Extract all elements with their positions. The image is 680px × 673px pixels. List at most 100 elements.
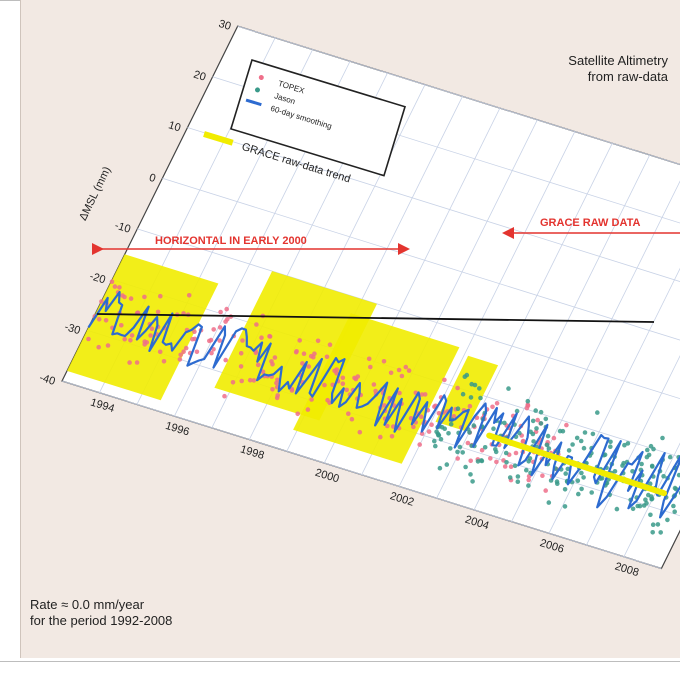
data-point-jason xyxy=(560,428,566,434)
title-note-line1: Satellite Altimetry xyxy=(568,53,668,68)
data-point-topex xyxy=(211,327,216,332)
y-tick-label: -40 xyxy=(38,372,57,388)
data-point-jason xyxy=(650,522,656,527)
data-point-topex xyxy=(381,359,387,364)
data-point-topex xyxy=(442,377,447,383)
data-point-topex xyxy=(324,354,330,360)
data-point-topex xyxy=(502,464,508,469)
data-point-topex xyxy=(322,382,327,388)
bottom-rule xyxy=(0,661,680,662)
data-point-topex xyxy=(564,422,569,428)
y-tick-label: -10 xyxy=(113,220,132,236)
data-point-jason xyxy=(661,474,666,479)
data-point-topex xyxy=(388,370,394,376)
data-point-topex xyxy=(406,368,412,373)
data-point-topex xyxy=(535,417,540,423)
data-point-topex xyxy=(305,407,311,412)
data-point-topex xyxy=(526,477,531,483)
plot-area: 30 20 10 0 -10 -20 -30 -40 1994 1996 1998 2000 2002 2… xyxy=(38,18,680,579)
x-tick-label: 2000 xyxy=(314,467,341,486)
data-point-jason xyxy=(658,530,663,535)
data-point-jason xyxy=(667,454,673,460)
data-point-topex xyxy=(551,435,557,441)
data-point-topex xyxy=(255,362,261,368)
grid-line-x xyxy=(548,267,680,534)
data-point-topex xyxy=(508,464,514,470)
data-point-jason xyxy=(562,504,568,509)
data-point-jason xyxy=(515,479,521,485)
data-point-topex xyxy=(259,335,264,341)
data-point-jason xyxy=(595,410,600,415)
y-tick-label: 30 xyxy=(217,18,232,33)
data-point-jason xyxy=(665,517,670,523)
data-point-topex xyxy=(177,357,183,362)
data-point-topex xyxy=(417,442,423,447)
data-point-topex xyxy=(327,400,332,406)
data-point-jason xyxy=(570,442,575,447)
data-point-jason xyxy=(530,418,536,424)
data-point-jason xyxy=(470,479,475,484)
data-point-topex xyxy=(465,440,471,446)
overlay: HORIZONTAL IN EARLY 2000 GRACE RAW DATA xyxy=(92,217,680,255)
data-point-topex xyxy=(397,390,402,396)
data-point-jason xyxy=(574,435,580,441)
x-tick-label: 2004 xyxy=(464,514,491,533)
data-point-jason xyxy=(491,426,496,432)
data-point-topex xyxy=(346,411,351,417)
data-point-topex xyxy=(422,392,428,397)
data-point-topex xyxy=(399,373,405,379)
grid-line-y xyxy=(162,177,680,341)
data-point-jason xyxy=(672,509,677,514)
data-point-topex xyxy=(149,326,155,332)
data-point-jason xyxy=(531,439,536,444)
data-point-jason xyxy=(671,503,676,509)
data-point-jason xyxy=(649,463,655,469)
data-point-jason xyxy=(543,416,549,422)
data-point-topex xyxy=(157,349,163,355)
data-point-topex xyxy=(225,317,230,322)
grid-line-y xyxy=(237,25,680,165)
data-point-jason xyxy=(562,487,568,492)
data-point-jason xyxy=(555,481,560,487)
data-point-jason xyxy=(533,408,538,413)
data-point-topex xyxy=(520,438,526,444)
grid-line-x xyxy=(398,131,576,487)
data-point-jason xyxy=(460,450,466,455)
rate-note-line2: for the period 1992-2008 xyxy=(30,613,173,628)
data-point-topex xyxy=(217,338,222,343)
data-point-topex xyxy=(267,333,272,339)
data-point-topex xyxy=(494,459,499,465)
data-point-topex xyxy=(297,338,303,343)
data-point-topex xyxy=(129,333,135,338)
data-point-jason xyxy=(538,409,544,415)
data-point-jason xyxy=(437,465,443,471)
data-point-topex xyxy=(270,387,275,392)
data-point-topex xyxy=(260,369,266,375)
data-point-topex xyxy=(207,338,212,344)
data-point-topex xyxy=(455,456,461,461)
data-point-jason xyxy=(625,441,631,446)
legend-grace-marker xyxy=(203,131,234,146)
data-point-jason xyxy=(482,445,488,450)
data-point-topex xyxy=(366,356,372,362)
data-point-jason xyxy=(455,406,461,412)
data-point-jason xyxy=(590,431,596,437)
data-point-topex xyxy=(403,364,409,370)
data-point-topex xyxy=(488,456,493,461)
data-point-topex xyxy=(120,293,125,298)
data-point-topex xyxy=(86,336,91,342)
data-point-jason xyxy=(655,522,661,527)
data-point-topex xyxy=(186,293,192,298)
data-point-topex xyxy=(142,294,147,300)
data-point-jason xyxy=(599,476,605,481)
data-point-topex xyxy=(385,423,390,429)
title-note-line2: from raw-data xyxy=(587,69,668,84)
data-point-jason xyxy=(455,449,460,455)
data-point-topex xyxy=(96,317,102,322)
data-point-jason xyxy=(630,506,636,512)
x-tick-label: 2008 xyxy=(613,561,640,580)
data-point-topex xyxy=(272,355,278,360)
data-point-jason xyxy=(578,438,584,444)
data-point-jason xyxy=(478,395,483,401)
data-point-jason xyxy=(433,443,438,449)
